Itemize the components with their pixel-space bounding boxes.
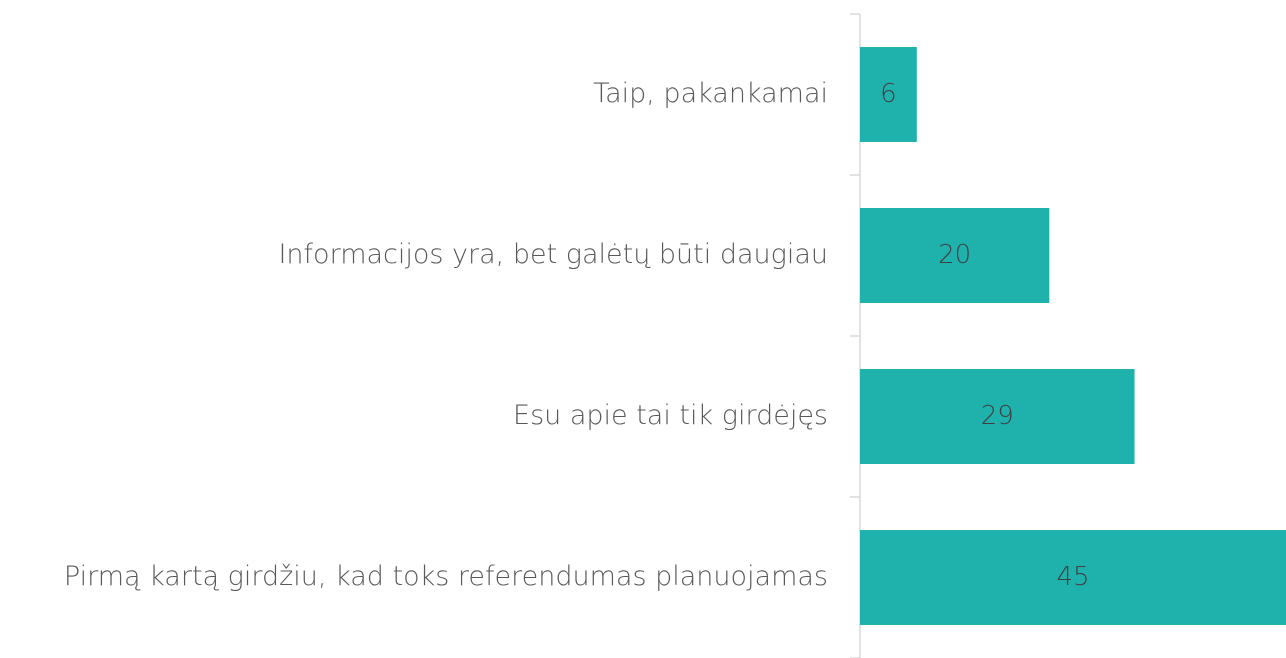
category-label: Esu apie tai tik girdėjęs (513, 400, 828, 431)
bar (860, 369, 1135, 464)
value-label: 45 (1056, 562, 1089, 592)
category-label: Taip, pakankamai (593, 78, 828, 109)
bar (860, 47, 917, 142)
value-label: 20 (938, 240, 971, 270)
value-label: 29 (981, 401, 1014, 431)
category-label: Informacijos yra, bet galėtų būti daugia… (278, 239, 828, 270)
category-label: Pirmą kartą girdžiu, kad toks referendum… (64, 561, 828, 592)
value-label: 6 (880, 79, 897, 109)
bar (860, 530, 1286, 625)
bar (860, 208, 1050, 303)
